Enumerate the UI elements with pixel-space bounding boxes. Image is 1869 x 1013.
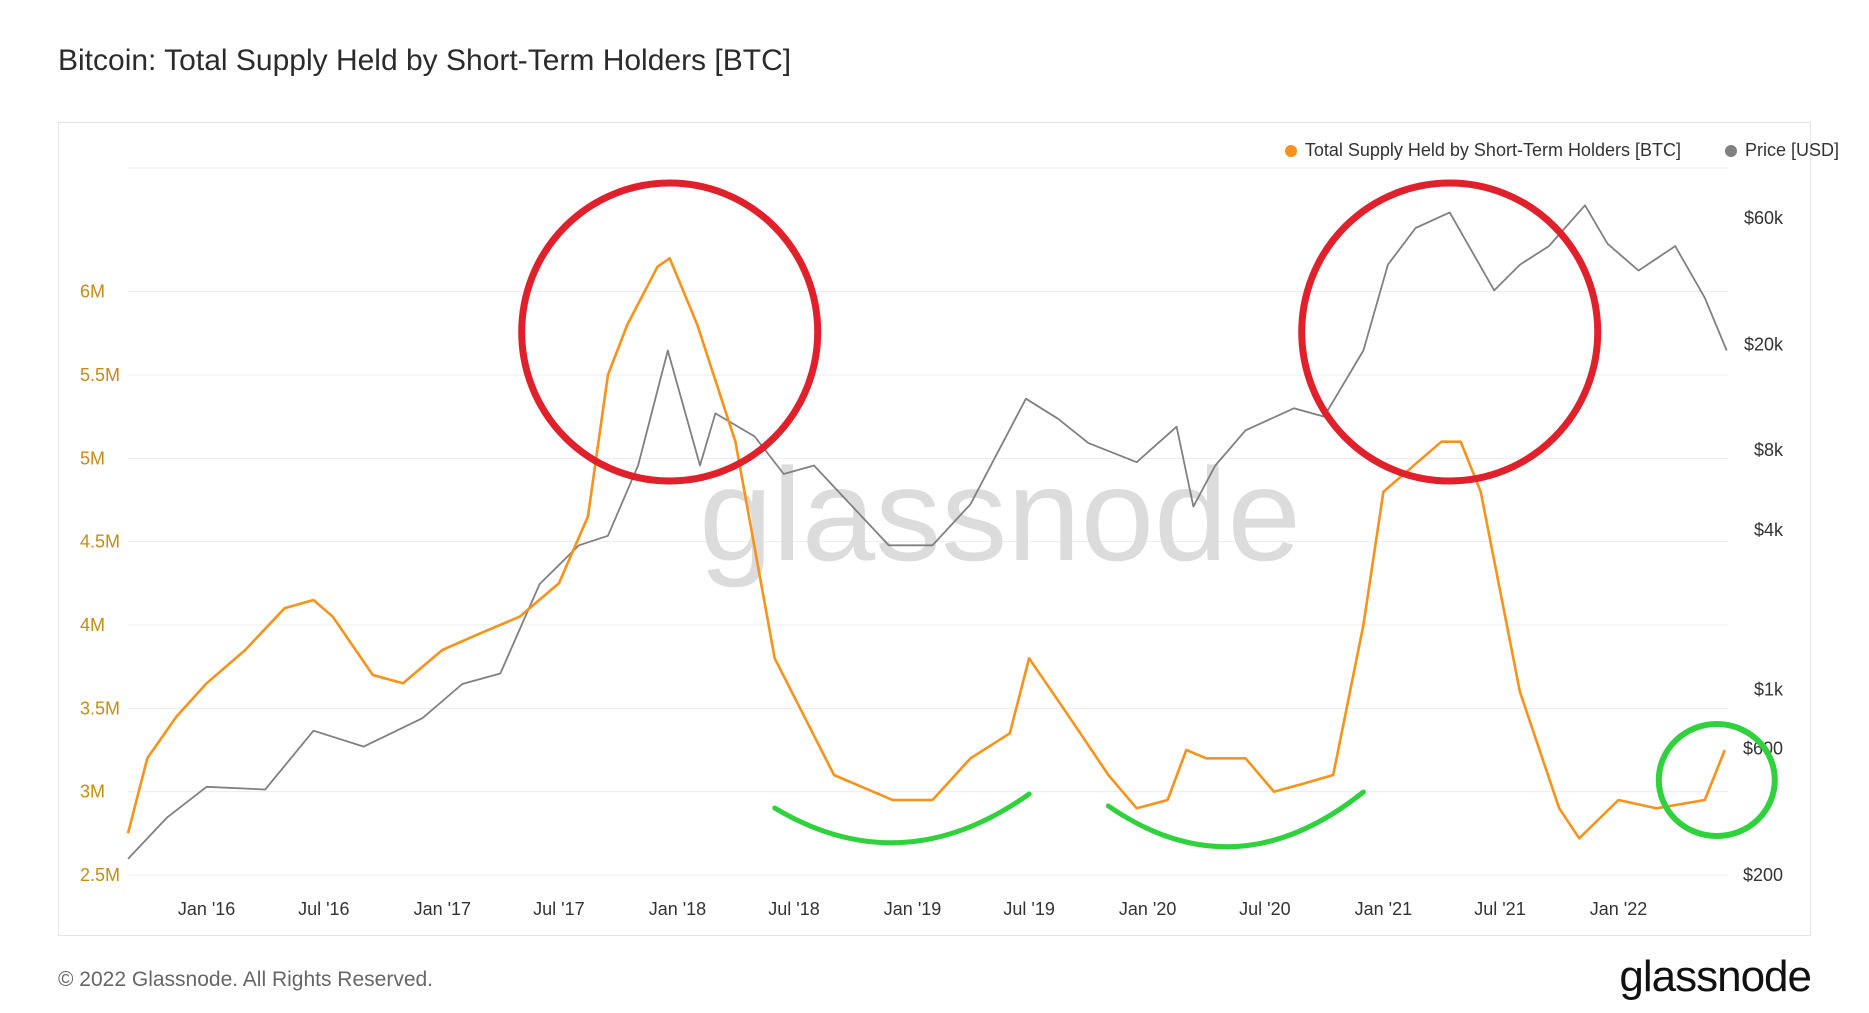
x-tick-label: Jul '18 [768, 899, 819, 919]
x-tick-label: Jan '18 [649, 899, 706, 919]
green-arc-2020-trough [1105, 789, 1366, 850]
x-tick-label: Jan '16 [178, 899, 235, 919]
x-tick-label: Jul '16 [298, 899, 349, 919]
legend: Total Supply Held by Short-Term Holders … [1284, 140, 1839, 161]
y-right-tick-label: $20k [1744, 335, 1784, 355]
price-line [127, 204, 1728, 860]
y-left-tick-label: 3M [80, 782, 105, 802]
axes: 2.5M3M3.5M4M4.5M5M5.5M6M$200$600$1k$4k$8… [80, 208, 1784, 919]
watermark: glassnode [699, 441, 1301, 588]
y-right-tick-label: $60k [1744, 208, 1784, 228]
green-circle-2022-uptick [1655, 721, 1778, 839]
legend-label-price: Price [USD] [1744, 140, 1839, 160]
x-tick-label: Jan '22 [1590, 899, 1647, 919]
x-tick-label: Jul '20 [1239, 899, 1290, 919]
legend-label-supply: Total Supply Held by Short-Term Holders … [1304, 140, 1681, 160]
y-left-tick-label: 6M [80, 282, 105, 302]
y-left-tick-label: 5M [80, 448, 105, 468]
supply-line [126, 257, 1727, 840]
y-right-tick-label: $200 [1743, 865, 1783, 885]
grid [128, 167, 1728, 876]
annotations [518, 179, 1778, 850]
legend-item-price[interactable]: Price [USD] [1724, 140, 1839, 161]
legend-dot-supply [1284, 144, 1297, 157]
supply-series [126, 257, 1727, 840]
x-tick-label: Jan '21 [1355, 899, 1412, 919]
glassnode-logo[interactable]: glassnode [1619, 952, 1812, 1001]
x-tick-label: Jan '17 [414, 899, 471, 919]
x-tick-label: Jul '19 [1003, 899, 1054, 919]
x-tick-label: Jul '21 [1474, 899, 1525, 919]
x-tick-label: Jul '17 [533, 899, 584, 919]
copyright-text: © 2022 Glassnode. All Rights Reserved. [58, 968, 434, 991]
red-circle-2021-peak [1298, 179, 1602, 485]
chart-title: Bitcoin: Total Supply Held by Short-Term… [58, 44, 792, 77]
x-tick-label: Jan '20 [1119, 899, 1176, 919]
y-left-tick-label: 4M [80, 615, 105, 635]
legend-item-supply[interactable]: Total Supply Held by Short-Term Holders … [1284, 140, 1681, 161]
legend-dot-price [1724, 144, 1737, 157]
y-right-tick-label: $8k [1754, 440, 1784, 460]
y-left-tick-label: 2.5M [80, 865, 120, 885]
chart-panel [58, 122, 1811, 936]
y-left-tick-label: 3.5M [80, 698, 120, 718]
price-series [127, 204, 1728, 860]
red-circle-2017-peak [518, 179, 822, 485]
y-left-tick-label: 4.5M [80, 532, 120, 552]
y-right-tick-label: $1k [1754, 680, 1784, 700]
y-left-tick-label: 5.5M [80, 365, 120, 385]
green-arc-2018-trough [772, 791, 1032, 846]
x-tick-label: Jan '19 [884, 899, 941, 919]
y-right-tick-label: $4k [1754, 520, 1784, 540]
